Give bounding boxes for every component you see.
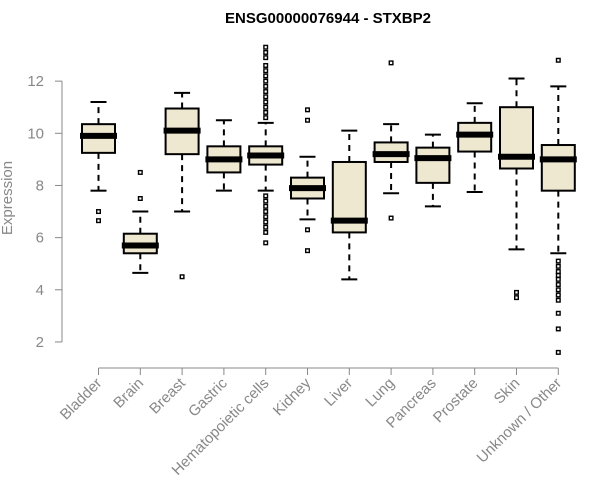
outlier-point [263, 83, 269, 89]
box-3 [163, 91, 201, 280]
outlier-point [555, 310, 561, 316]
outlier-point [263, 224, 269, 230]
y-axis-label: Expression [0, 161, 16, 235]
outlier-point [263, 44, 269, 50]
outlier-point [555, 297, 561, 303]
x-tick-label: Breast [146, 374, 189, 417]
y-axis: 2 4 6 8 10 12 [27, 73, 63, 351]
outlier-point [263, 99, 269, 105]
outlier-point [555, 269, 561, 275]
outlier-point [263, 115, 269, 121]
outlier-point [263, 78, 269, 84]
outlier-point [555, 276, 561, 282]
outlier-point [263, 219, 269, 225]
box-6 [289, 107, 326, 254]
outlier-point [555, 349, 561, 355]
outlier-point [514, 289, 520, 295]
chart-title: ENSG00000076944 - STXBP2 [225, 10, 431, 27]
outlier-point [263, 73, 269, 79]
outlier-point [388, 215, 394, 221]
outlier-point [263, 209, 269, 215]
plot-area [80, 44, 577, 355]
outlier-point [305, 107, 311, 113]
box-2 [121, 169, 159, 274]
x-tick-label: Lung [362, 375, 398, 411]
outlier-point [263, 240, 269, 246]
outlier-point [555, 272, 561, 278]
box-iqr [540, 144, 576, 192]
x-tick-label: Skin [491, 375, 524, 408]
outlier-point [555, 282, 561, 288]
outlier-point [263, 214, 269, 220]
outlier-point [263, 198, 269, 204]
outlier-point [263, 109, 269, 115]
outlier-point [555, 57, 561, 63]
y-tick-label: 6 [36, 230, 44, 247]
outlier-point [555, 292, 561, 298]
outlier-point [388, 60, 394, 66]
y-tick-label: 10 [27, 125, 44, 142]
outlier-point [555, 326, 561, 332]
y-tick-label: 2 [36, 334, 44, 351]
x-tick-label: Brain [110, 375, 147, 412]
outlier-point [514, 295, 520, 301]
outlier-point [95, 218, 101, 224]
outlier-point [263, 49, 269, 55]
box-4 [205, 119, 243, 192]
x-tick-label: Bladder [57, 375, 106, 424]
outlier-point [263, 62, 269, 68]
outlier-point [263, 55, 269, 61]
y-tick-label: 12 [27, 73, 44, 90]
outlier-point [137, 195, 143, 201]
box-7 [330, 129, 368, 281]
outlier-point [555, 263, 561, 269]
outlier-point [305, 227, 311, 233]
y-tick-label: 8 [36, 177, 44, 194]
box-10 [456, 102, 494, 193]
outlier-point [305, 248, 311, 254]
outlier-point [263, 94, 269, 100]
x-tick-label: Prostate [430, 375, 482, 427]
outlier-point [95, 209, 101, 215]
outlier-point [555, 258, 561, 264]
outlier-point [263, 193, 269, 199]
box-iqr [415, 146, 451, 184]
box-8 [372, 60, 410, 221]
box-5 [247, 44, 285, 246]
box-12 [539, 57, 577, 355]
outlier-point [263, 229, 269, 235]
outlier-point [137, 169, 143, 175]
outlier-point [263, 89, 269, 95]
outlier-point [263, 203, 269, 209]
x-tick-label: Kidney [270, 374, 315, 419]
box-9 [414, 133, 452, 208]
box-11 [498, 77, 535, 301]
y-tick-label: 4 [36, 282, 44, 299]
x-tick-label: Liver [321, 375, 356, 410]
outlier-point [263, 104, 269, 110]
outlier-point [179, 274, 185, 280]
outlier-point [305, 117, 311, 123]
outlier-point [263, 68, 269, 74]
box-1 [80, 100, 117, 224]
outlier-point [555, 287, 561, 293]
